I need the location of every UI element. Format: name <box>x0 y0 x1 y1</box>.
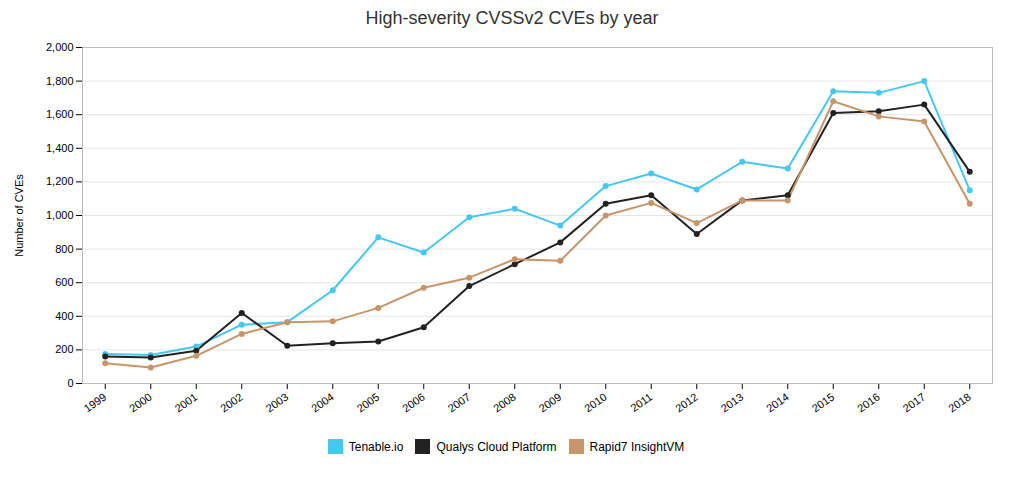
svg-text:800: 800 <box>55 243 73 255</box>
svg-text:2,000: 2,000 <box>46 41 74 53</box>
svg-text:2010: 2010 <box>582 390 609 414</box>
svg-text:2002: 2002 <box>218 390 245 414</box>
svg-text:2007: 2007 <box>445 390 472 414</box>
svg-text:2017: 2017 <box>900 390 927 414</box>
svg-text:2009: 2009 <box>536 390 563 414</box>
svg-text:400: 400 <box>55 310 73 322</box>
svg-text:2004: 2004 <box>309 390 336 414</box>
svg-text:1,200: 1,200 <box>46 175 74 187</box>
svg-text:1,400: 1,400 <box>46 142 74 154</box>
svg-text:2015: 2015 <box>809 390 836 414</box>
svg-text:2000: 2000 <box>127 390 154 414</box>
svg-text:2008: 2008 <box>491 390 518 414</box>
svg-text:2006: 2006 <box>400 390 427 414</box>
svg-text:0: 0 <box>67 377 73 389</box>
html-text:Tenable.io: Tenable.io <box>348 439 404 454</box>
svg-text:1999: 1999 <box>81 390 108 414</box>
svg-text:1,000: 1,000 <box>46 209 74 221</box>
html-text:Rapid7 InsightVM: Rapid7 InsightVM <box>589 439 685 454</box>
html-text:Qualys Cloud Platform: Qualys Cloud Platform <box>436 439 557 454</box>
svg-text:1,600: 1,600 <box>46 108 74 120</box>
html-text:High-severity CVSSv2 CVEs by y: High-severity CVSSv2 CVEs by year <box>365 8 659 28</box>
svg-text:2003: 2003 <box>263 390 290 414</box>
svg-text:1,800: 1,800 <box>46 75 74 87</box>
svg-text:2005: 2005 <box>354 390 381 414</box>
svg-text:600: 600 <box>55 276 73 288</box>
svg-text:2016: 2016 <box>855 390 882 414</box>
svg-text:2012: 2012 <box>673 390 700 414</box>
svg-text:2011: 2011 <box>628 390 654 413</box>
svg-text:2014: 2014 <box>764 390 791 414</box>
svg-text:2018: 2018 <box>946 390 973 414</box>
svg-text:2013: 2013 <box>718 390 745 414</box>
svg-text:Number of CVEs: Number of CVEs <box>13 174 25 257</box>
svg-text:2001: 2001 <box>172 390 199 414</box>
svg-text:200: 200 <box>55 343 73 355</box>
